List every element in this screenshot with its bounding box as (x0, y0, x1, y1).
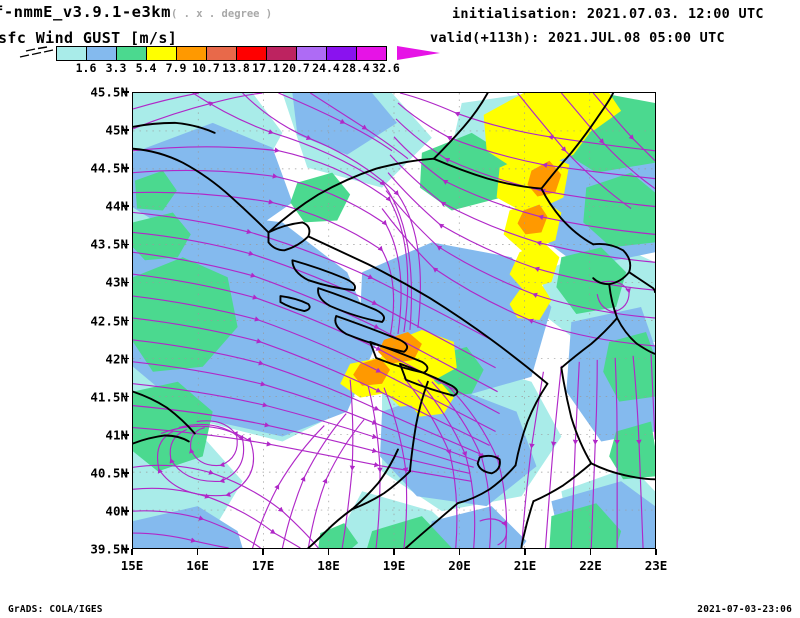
y-axis-label-39.5N: 39.5N (90, 541, 128, 557)
coastline-and-borders (133, 93, 655, 548)
y-axis-label-43.5N: 43.5N (90, 236, 128, 252)
x-axis-tick (196, 549, 199, 555)
x-axis-tick (589, 549, 592, 555)
x-axis-label-22E: 22E (579, 558, 602, 573)
colorbar-tick-3.3: 3.3 (105, 61, 127, 75)
colorbar-block-7 (266, 46, 297, 61)
x-axis-label-17E: 17E (251, 558, 275, 573)
y-axis-tick (122, 205, 129, 208)
y-axis-label-42N: 42N (105, 351, 128, 367)
y-axis-tick (122, 395, 129, 398)
y-axis-label-44.5N: 44.5N (90, 160, 128, 176)
colorbar-tick-10.7: 10.7 (192, 61, 220, 75)
model-resolution-note: ( . x . degree ) (170, 8, 273, 20)
colorbar-blocks (56, 46, 387, 61)
y-axis-tick (122, 129, 129, 131)
model-title: f-nmmE_v3.9.1-e3km( . x . degree ) (0, 3, 272, 21)
x-axis-labels: 15E 16E 17E 18E 19E 20E 21E 22E 23E (121, 549, 667, 573)
colorbar-tick-32.6: 32.6 (372, 61, 400, 75)
colorbar-tick-28.4: 28.4 (342, 61, 370, 75)
x-axis-label-20E: 20E (448, 558, 471, 573)
colorbar-block-10 (356, 46, 387, 61)
y-axis-label-45.5N: 45.5N (90, 84, 128, 100)
x-axis-tick (327, 549, 330, 555)
y-axis-label-41.5N: 41.5N (90, 389, 128, 405)
y-axis-label-41N: 41N (105, 427, 128, 443)
colorbar-block-0 (56, 46, 87, 61)
x-axis-label-21E: 21E (513, 558, 537, 573)
y-axis-tick (122, 91, 129, 93)
colorbar-tick-20.7: 20.7 (282, 61, 310, 75)
map-canvas (133, 93, 655, 548)
footer-timestamp: 2021-07-03-23:06 (697, 604, 792, 615)
x-axis-tick (524, 549, 526, 555)
y-axis-tick (122, 510, 129, 512)
y-axis-tick (122, 357, 129, 360)
colorbar-block-6 (236, 46, 267, 61)
map-plot-area[interactable] (132, 92, 656, 549)
colorbar-overflow-arrow (397, 46, 440, 60)
model-name: f-nmmE_v3.9.1-e3km (0, 3, 171, 21)
colorbar-block-5 (206, 46, 237, 61)
x-axis-label-23E: 23E (644, 558, 668, 573)
x-axis-label-16E: 16E (186, 558, 209, 573)
y-axis-tick (122, 472, 129, 474)
colorbar-tick-labels: 1.6 3.3 5.4 7.9 10.7 13.8 17.1 20.7 24.4 28.4 32.6 (0, 61, 460, 75)
colorbar-tick-5.4: 5.4 (135, 61, 157, 75)
y-axis-tick (122, 281, 129, 284)
colorbar-block-2 (116, 46, 147, 61)
x-axis-label-19E: 19E (382, 558, 406, 573)
x-axis-tick (393, 549, 395, 555)
colorbar-tick-1.6: 1.6 (75, 61, 97, 75)
y-axis-tick (122, 319, 129, 322)
y-axis-tick (122, 433, 129, 436)
y-axis-label-42.5N: 42.5N (90, 313, 128, 328)
y-axis-label-40N: 40N (105, 503, 128, 519)
colorbar-tick-7.9: 7.9 (165, 61, 187, 75)
y-axis-label-44N: 44N (105, 198, 128, 214)
colorbar-below-threshold-hatch (19, 46, 54, 58)
y-axis-labels: 45.5N 45N 44.5N 44N 43.5N 43N 42.5N 42N 41.5N 41N… (62, 85, 129, 557)
y-axis-tick (122, 548, 129, 550)
y-axis-label-45N: 45N (105, 122, 128, 138)
y-axis-label-40.5N: 40.5N (90, 465, 128, 481)
initialisation-time: initialisation: 2021.07.03. 12:00 UTC (452, 6, 764, 22)
colorbar-block-3 (146, 46, 177, 61)
colorbar-tick-13.8: 13.8 (222, 61, 250, 75)
variable-label: sfc Wind GUST [m/s] (0, 29, 178, 47)
valid-time: valid(+113h): 2021.JUL.08 05:00 UTC (430, 30, 725, 46)
colorbar-block-9 (326, 46, 357, 61)
x-axis-tick (131, 549, 133, 555)
colorbar-block-4 (176, 46, 207, 61)
y-axis-label-43N: 43N (105, 274, 128, 290)
y-axis-tick (122, 243, 129, 246)
footer-credit: GrADS: COLA/IGES (8, 604, 103, 615)
x-axis-label-18E: 18E (317, 558, 340, 573)
colorbar-block-8 (296, 46, 327, 61)
colorbar-tick-24.4: 24.4 (312, 61, 340, 75)
wind-streamlines (133, 93, 655, 548)
x-axis-label-15E: 15E (120, 558, 144, 573)
colorbar-tick-17.1: 17.1 (252, 61, 280, 75)
x-axis-tick (655, 549, 657, 555)
colorbar-block-1 (86, 46, 117, 61)
x-axis-tick (458, 549, 461, 555)
x-axis-tick (262, 549, 264, 555)
y-axis-tick (122, 167, 129, 169)
